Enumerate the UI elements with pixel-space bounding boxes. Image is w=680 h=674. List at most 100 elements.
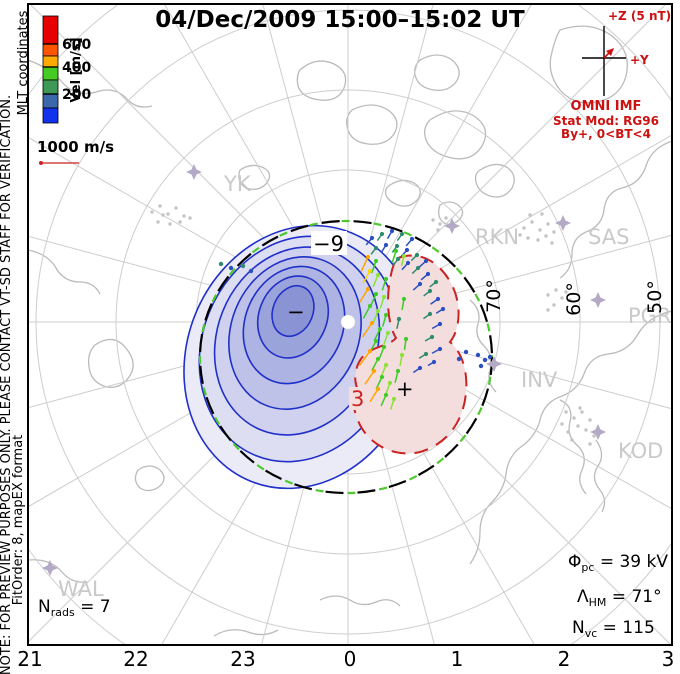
mlt-meridian (262, 4, 330, 250)
vector-dot (482, 357, 488, 363)
echo-dot (536, 238, 540, 242)
velocity-vectors (218, 228, 493, 410)
vector-head (367, 348, 373, 354)
vector-tail (371, 358, 379, 371)
contour-labels: −9 − 3 + (287, 231, 414, 411)
vector-dot (218, 261, 224, 267)
mlt-meridian (163, 4, 311, 258)
vector-dot (478, 363, 484, 369)
vector-head (373, 258, 379, 264)
vector-head (373, 245, 379, 251)
velocity-scale-label: 1000 m/s (37, 138, 114, 156)
vector-tail (369, 388, 379, 403)
vector-head (415, 265, 421, 271)
echo-dot (566, 430, 570, 434)
coordinates-label: MLT coordinates (16, 10, 31, 115)
vector-dot (475, 352, 481, 358)
colorbar-tick-label: 200 (62, 87, 91, 103)
echo-dot (572, 416, 576, 420)
vector-head (371, 368, 377, 374)
station-marker-diamond (444, 218, 460, 234)
preview-note: NOTE: FOR PREVIEW PURPOSES ONLY. PLEASE … (0, 95, 14, 674)
echo-dot (528, 213, 532, 217)
mlt-tick-label: 22 (123, 647, 148, 671)
vector-tail (358, 288, 369, 303)
radar-stations: YK RKN SAS PGR INV KOD WAL (42, 164, 672, 601)
echo-dot (592, 434, 596, 438)
echo-dot (161, 213, 165, 217)
negative-contour-label: −9 (313, 232, 344, 256)
vector-tail (361, 322, 373, 338)
vector-dot (228, 265, 234, 271)
echo-dot (538, 228, 542, 232)
colorbar-segment (42, 107, 59, 124)
vector-head (381, 344, 387, 350)
vector-head (409, 236, 415, 242)
vector-dot (240, 263, 246, 269)
colorbar-segment (42, 66, 59, 81)
latitude-labels: 70° 60° 50° (483, 279, 666, 316)
fit-order-note: FitOrder: 8, mapEX format (11, 435, 26, 606)
colorbar-axis-label: Vel [m/s] (69, 37, 84, 102)
mlt-axis-labels: 21 22 23 0 1 2 3 (17, 647, 674, 671)
plot-frame (27, 3, 673, 646)
mlt-meridian (385, 4, 533, 258)
vector-head (437, 346, 443, 352)
colorbar-tick-label: 600 (62, 37, 91, 53)
vector-head (381, 294, 387, 300)
vector-head (427, 311, 433, 317)
vector-head (383, 392, 389, 398)
echo-dot (436, 228, 440, 232)
echo-dot (168, 222, 172, 226)
vector-head (369, 235, 375, 241)
latitude-label: 50° (644, 280, 666, 314)
echo-dot (178, 220, 182, 224)
colorbar-segment (42, 93, 59, 109)
mlt-meridian (420, 234, 672, 304)
vector-head (429, 334, 435, 340)
station-marker-diamond (486, 356, 502, 372)
echo-dot (564, 410, 568, 414)
echo-dot (570, 438, 574, 442)
vector-head (379, 374, 385, 380)
echo-dot (580, 410, 584, 414)
echo-dot (550, 241, 554, 245)
colorbar-segment (42, 55, 59, 68)
echo-dot (560, 422, 564, 426)
vector-head (383, 276, 389, 282)
echo-dot (552, 303, 556, 307)
station-label-kod: KOD (618, 439, 663, 463)
station-marker-diamond (590, 424, 606, 440)
echo-dot (588, 442, 592, 446)
echo-dot (554, 288, 558, 292)
vector-tail (370, 260, 377, 274)
imf-z-label: +Z (5 nT) (608, 9, 671, 23)
vector-head (394, 243, 400, 249)
echo-dot (188, 216, 192, 220)
vector-head (373, 291, 379, 297)
vector-tail (364, 370, 375, 385)
negative-cell-center-mark: − (287, 300, 305, 324)
echo-dot (546, 222, 550, 226)
vector-head (427, 288, 433, 294)
n-radars-stat: Nrads = 7 (38, 597, 111, 619)
vector-head (404, 247, 410, 253)
coastline-outlines (28, 25, 672, 637)
vector-dot (463, 349, 469, 355)
vector-head (433, 279, 439, 285)
vector-tail (362, 270, 371, 284)
cross-polar-cap-potential-stat: Φpc = 39 kV (568, 552, 668, 574)
vector-tail (360, 256, 369, 272)
vector-head (423, 351, 429, 357)
plot-title: 04/Dec/2009 15:00–15:02 UT (155, 7, 525, 33)
vector-head (383, 362, 389, 368)
vector-head (425, 271, 431, 277)
vector-head (403, 336, 409, 342)
echo-dot (431, 218, 435, 222)
echo-dot (540, 212, 544, 216)
scale-arrow-dot (39, 161, 43, 165)
vector-head (375, 272, 381, 278)
mlt-tick-label: 2 (558, 647, 571, 671)
vector-head (395, 256, 401, 262)
